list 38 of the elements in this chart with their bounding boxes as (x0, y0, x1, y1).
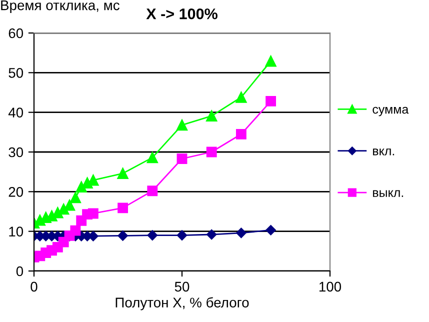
point (176, 230, 188, 240)
point (236, 128, 246, 140)
x-tick-label: 0 (30, 282, 38, 292)
point (266, 225, 276, 236)
point (206, 229, 217, 240)
point (118, 230, 128, 241)
point (70, 225, 81, 236)
point (70, 192, 81, 204)
y-tick-label: 50 (8, 68, 24, 78)
y-axis-title: Время отклика, мс (1, 0, 120, 13)
point (147, 186, 158, 196)
point (176, 154, 188, 164)
x-tick-label: 50 (174, 282, 190, 292)
y-tick-label: 40 (8, 108, 24, 118)
point (146, 152, 158, 164)
point (266, 96, 276, 106)
point (58, 204, 70, 215)
point (118, 202, 128, 214)
chart-title: X -> 100% (146, 8, 218, 20)
legend-label: вкл. (373, 148, 394, 156)
point (236, 92, 247, 103)
point (265, 56, 276, 67)
x-tick-label: 100 (319, 282, 342, 292)
y-tick-label: 0 (16, 266, 24, 276)
y-tick-label: 20 (8, 187, 24, 197)
point (117, 168, 128, 179)
x-axis-title: Полутон X, % белого (116, 297, 249, 310)
y-tick-label: 30 (8, 147, 24, 158)
legend-label: сумма (372, 106, 409, 116)
point (206, 110, 218, 122)
y-tick-label: 10 (9, 226, 24, 237)
y-tick-label: 60 (8, 28, 24, 38)
legend-label: выкл. (373, 190, 404, 198)
point (176, 119, 188, 131)
point (236, 228, 246, 238)
point (206, 146, 217, 158)
point (147, 230, 158, 240)
point (88, 208, 98, 219)
